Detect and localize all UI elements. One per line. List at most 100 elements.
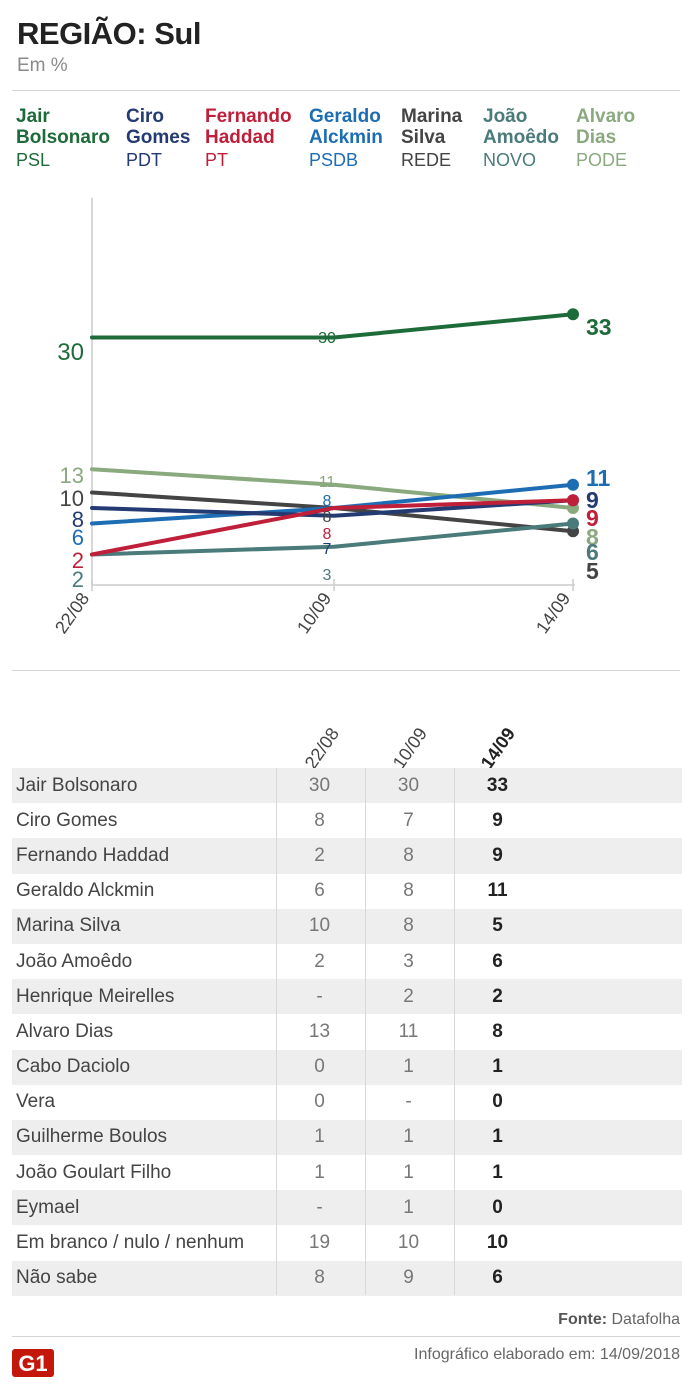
- table-row: Guilherme Boulos 1 1 1: [12, 1119, 682, 1156]
- mid-value-label: 8: [323, 526, 332, 543]
- legend-party: REDE: [401, 150, 452, 170]
- end-value-label: 5: [586, 558, 599, 584]
- start-value-label: 2: [72, 567, 84, 592]
- row-name: Jair Bolsonaro: [16, 774, 138, 796]
- table-row: Eymael - 1 0: [12, 1190, 682, 1226]
- value-14-09: 1: [492, 1161, 503, 1183]
- legend-name: Alvaro Dias: [576, 106, 636, 148]
- table-row: Cabo Daciolo 0 1 1: [12, 1049, 682, 1085]
- row-name: João Amoêdo: [16, 950, 133, 972]
- series-line: [90, 498, 575, 557]
- legend-name: Geraldo Alckmin: [309, 106, 383, 148]
- value-14-09: 10: [486, 1232, 509, 1254]
- mid-value-label: 7: [323, 541, 332, 558]
- legend-name: Jair Bolsonaro: [16, 106, 110, 148]
- table-row: Vera 0 - 0: [12, 1085, 682, 1120]
- row-name: Eymael: [16, 1196, 80, 1218]
- value-14-09: 33: [486, 774, 509, 796]
- value-22-08: 2: [314, 844, 325, 866]
- value-22-08: 10: [308, 915, 331, 937]
- row-name: João Goulart Filho: [16, 1161, 172, 1183]
- value-14-09: 5: [492, 915, 503, 937]
- mid-value-label: 8: [323, 493, 332, 510]
- value-10-09: 1: [403, 1161, 414, 1183]
- value-10-09: 7: [403, 809, 414, 831]
- row-name: Marina Silva: [16, 915, 121, 937]
- end-value-label: 11: [586, 465, 611, 491]
- legend-name: Fernando Haddad: [205, 106, 292, 148]
- table-divider: [276, 768, 277, 1295]
- row-name: Em branco / nulo / nenhum: [16, 1232, 245, 1254]
- value-10-09: 11: [398, 1020, 419, 1042]
- table-divider: [454, 768, 455, 1295]
- value-14-09: 6: [492, 950, 503, 972]
- table-column-headers: 22/08 10/09 14/09: [0, 700, 692, 772]
- legend-party: PSL: [16, 150, 51, 170]
- value-14-09: 2: [492, 985, 503, 1007]
- svg-text:G1: G1: [18, 1351, 47, 1376]
- x-tick-label: 14/09: [532, 589, 574, 637]
- page-title: REGIÃO: Sul: [17, 16, 201, 51]
- table-row: Geraldo Alckmin 6 8 11: [12, 874, 682, 909]
- series-line: [90, 312, 575, 340]
- value-10-09: 1: [403, 1056, 414, 1078]
- legend-name: Ciro Gomes: [126, 106, 191, 148]
- series-end-point: [567, 517, 579, 530]
- legend-item-marina: Marina Silva REDE: [401, 106, 462, 171]
- table-row: Em branco / nulo / nenhum 19 10 10: [12, 1225, 682, 1260]
- value-22-08: 2: [314, 950, 325, 972]
- end-value-label: 8: [586, 524, 599, 550]
- value-10-09: 3: [403, 950, 414, 972]
- table-row: Não sabe 8 9 6: [12, 1260, 682, 1296]
- legend-item-bolsonaro: Jair Bolsonaro PSL: [16, 106, 110, 171]
- value-14-09: 11: [487, 880, 508, 902]
- series-end-point: [567, 494, 579, 507]
- end-value-label: 9: [586, 505, 599, 531]
- legend-item-haddad: Fernando Haddad PT: [205, 106, 292, 171]
- value-22-08: 13: [308, 1020, 331, 1042]
- value-22-08: 8: [314, 1267, 325, 1289]
- value-10-09: 30: [397, 774, 420, 796]
- mid-value-label: 8: [323, 509, 332, 526]
- divider: [12, 1336, 680, 1337]
- row-name: Cabo Daciolo: [16, 1056, 131, 1078]
- mid-value-label: 30: [318, 330, 336, 347]
- value-10-09: 1: [403, 1196, 414, 1218]
- legend-name: João Amoêdo: [483, 106, 559, 148]
- value-14-09: 8: [492, 1020, 503, 1042]
- legend-party: NOVO: [483, 150, 537, 170]
- legend-name: Marina Silva: [401, 106, 463, 148]
- start-value-label: 8: [72, 507, 84, 532]
- end-value-label: 33: [586, 314, 612, 340]
- row-name: Vera: [16, 1091, 56, 1113]
- series-line: [90, 521, 575, 557]
- credit-note: Infográfico elaborado em: 14/09/2018: [414, 1346, 680, 1363]
- value-10-09: 2: [403, 985, 414, 1007]
- table-row: João Goulart Filho 1 1 1: [12, 1155, 682, 1190]
- row-name: Alvaro Dias: [16, 1020, 114, 1042]
- legend-item-alckmin: Geraldo Alckmin PSDB: [309, 106, 383, 171]
- start-value-label: 13: [60, 463, 84, 488]
- series-end-point: [567, 308, 579, 321]
- row-name: Guilherme Boulos: [16, 1126, 168, 1148]
- legend: Jair Bolsonaro PSL Ciro Gomes PDT Fernando…: [16, 106, 676, 176]
- table-row: Alvaro Dias 13 11 8: [12, 1014, 682, 1049]
- mid-value-label: 11: [319, 474, 336, 491]
- legend-party: PT: [205, 150, 229, 170]
- value-22-08: 0: [314, 1056, 325, 1078]
- value-14-09: 9: [492, 809, 503, 831]
- table-row: Henrique Meirelles - 2 2: [12, 979, 682, 1015]
- value-10-09: -: [405, 1091, 412, 1113]
- value-10-09: 8: [403, 915, 414, 937]
- table-row: Ciro Gomes 8 7 9: [12, 803, 682, 838]
- value-22-08: -: [316, 1196, 323, 1218]
- row-name: Fernando Haddad: [16, 844, 170, 866]
- legend-item-ciro: Ciro Gomes PDT: [126, 106, 190, 171]
- divider: [12, 90, 680, 91]
- value-10-09: 8: [403, 844, 414, 866]
- value-14-09: 1: [492, 1126, 503, 1148]
- value-22-08: 30: [308, 774, 331, 796]
- legend-party: PODE: [576, 150, 628, 170]
- value-14-09: 6: [492, 1267, 503, 1289]
- row-name: Geraldo Alckmin: [16, 880, 155, 902]
